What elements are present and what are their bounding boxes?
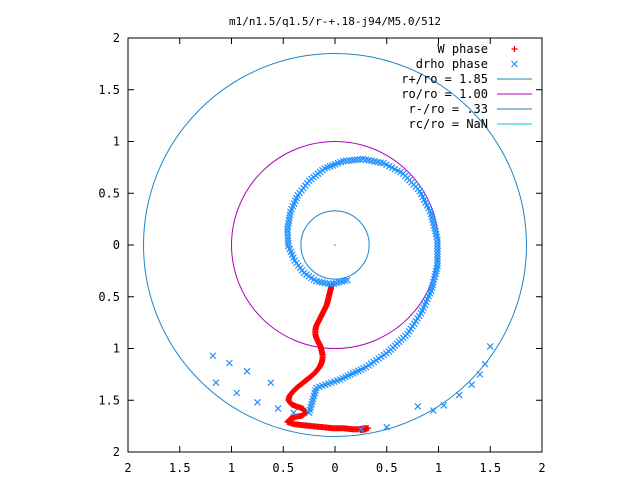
drho-phase-point-199	[357, 425, 365, 433]
drho-phase-point-205	[468, 381, 476, 389]
drho-phase-point-72	[434, 256, 441, 264]
circle-1	[143, 53, 527, 437]
drho-phase-point-202	[429, 407, 437, 415]
x-tick-label-1: 1.5	[169, 461, 191, 475]
drho-phase-point-194	[212, 379, 220, 387]
y-tick-label-6: 1	[113, 135, 120, 149]
drho-phase-point-193	[209, 352, 217, 360]
drho-phase-point-159	[284, 231, 292, 239]
drho-phase-point-206	[476, 370, 484, 378]
x-tick-label-6: 1	[435, 461, 442, 475]
drho-phase-point-208	[486, 343, 494, 350]
drho-phase-point-204	[455, 391, 463, 399]
x-tick-label-7: 1.5	[479, 461, 501, 475]
drho-phase-point-157	[283, 226, 291, 233]
drho-phase-point-121	[351, 156, 358, 164]
legend-label-2: drho phase	[416, 57, 488, 71]
chart-title: m1/n1.5/q1.5/r-+.18-j94/M5.0/512	[229, 15, 441, 28]
x-tick-label-3: 0.5	[272, 461, 294, 475]
data-series	[209, 155, 494, 434]
drho-phase-point-197	[274, 405, 282, 412]
legend-label-4: ro/ro = 1.00	[401, 87, 488, 101]
legend-label-1: W phase	[437, 42, 488, 56]
x-tick-label-0: 2	[124, 461, 131, 475]
drho-phase-point-195	[233, 389, 241, 397]
drho-phase-point-71	[434, 259, 441, 267]
y-tick-label-2: 1	[113, 342, 120, 356]
drho-phase-point-118	[359, 155, 367, 163]
drho-phase-point-70	[434, 262, 441, 270]
drho-phase-point-74	[434, 250, 441, 258]
drho-phase-point-77	[434, 242, 441, 249]
y-tick-label-5: 0.5	[98, 186, 120, 200]
drho-phase-point-189	[343, 276, 351, 284]
x-tick-label-8: 2	[538, 461, 545, 475]
x-tick-label-4: 0	[331, 461, 338, 475]
drho-phase-point-207	[481, 360, 489, 368]
drho-phase-point-201	[414, 403, 422, 410]
drho-phase-point-160	[284, 234, 292, 242]
axis-ticks: 2 1.5 1 0.5 0 0.5 1 1.5 221.510.500.511.52	[98, 31, 545, 475]
series-2	[209, 155, 494, 433]
drho-phase-point-200	[383, 423, 391, 431]
w-phase-point-232	[363, 426, 370, 433]
drho-phase-point-124	[342, 157, 350, 165]
y-tick-label-8: 2	[113, 31, 120, 45]
drho-phase-point-191	[243, 367, 251, 375]
y-tick-label-1: 1.5	[98, 393, 120, 407]
x-tick-label-2: 1	[228, 461, 235, 475]
y-tick-label-4: 0	[113, 238, 120, 252]
legend-label-6: rc/ro = NaN	[409, 117, 488, 131]
drho-phase-point-73	[434, 253, 441, 261]
drho-phase-point-120	[353, 156, 361, 164]
drho-phase-point-122	[348, 156, 356, 164]
drho-phase-point-203	[440, 402, 448, 409]
drho-phase-point-158	[284, 228, 291, 236]
y-tick-label-7: 1.5	[98, 83, 120, 97]
y-tick-label-0: 2	[113, 445, 120, 459]
circle-3	[300, 210, 370, 280]
drho-phase-point-190	[267, 379, 275, 387]
legend-marker-1	[511, 46, 518, 52]
drho-phase-point-123	[345, 157, 353, 164]
drho-phase-point-196	[253, 398, 261, 406]
legend-marker-2	[511, 60, 518, 68]
legend-label-5: r-/ro = .33	[409, 102, 488, 116]
drho-phase-point-198	[290, 409, 298, 417]
y-tick-label-3: 0.5	[98, 290, 120, 304]
drho-phase-point-192	[226, 359, 233, 367]
x-tick-label-5: 0.5	[376, 461, 398, 475]
legend-label-3: r+/ro = 1.85	[401, 72, 488, 86]
drho-phase-point-78	[434, 239, 441, 247]
origin-point	[334, 244, 336, 246]
drho-phase-point-76	[434, 245, 441, 252]
series-1	[284, 281, 372, 434]
drho-phase-point-161	[284, 237, 292, 244]
drho-phase-point-75	[434, 247, 441, 255]
drho-phase-point-162	[284, 239, 292, 247]
drho-phase-point-119	[356, 155, 364, 163]
